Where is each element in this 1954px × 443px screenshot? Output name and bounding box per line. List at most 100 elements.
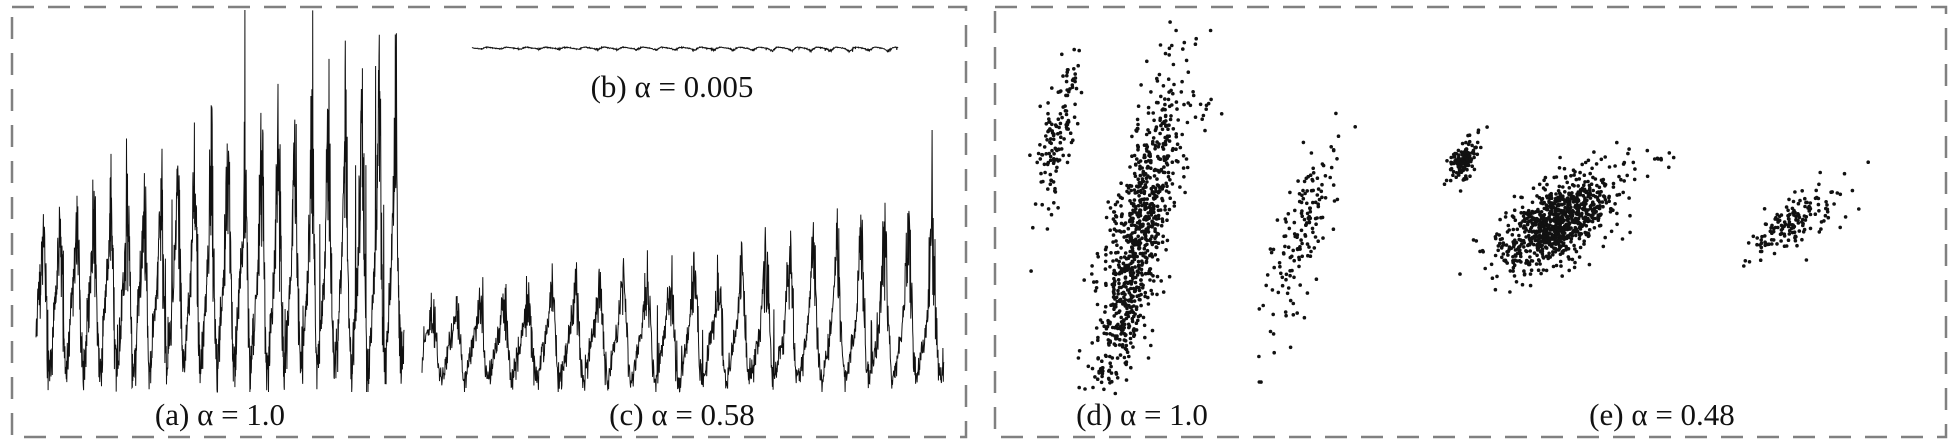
scatter-point — [1029, 269, 1033, 273]
scatter-point — [1124, 343, 1129, 348]
scatter-point — [1048, 182, 1053, 186]
scatter-point — [1503, 215, 1508, 219]
scatter-point — [1166, 174, 1171, 179]
scatter-point — [1039, 180, 1043, 184]
scatter-point — [1547, 217, 1551, 221]
scatter-point — [1552, 229, 1557, 234]
scatter-point — [1174, 132, 1178, 136]
scatter-point — [1137, 180, 1142, 185]
scatter-point — [1182, 175, 1186, 179]
scatter-point — [1119, 204, 1123, 208]
scatter-point — [1316, 187, 1321, 191]
scatter-point — [1051, 133, 1056, 138]
scatter-point — [1175, 107, 1179, 111]
scatter-point — [1148, 278, 1152, 282]
scatter-point — [1540, 196, 1545, 201]
scatter-point — [1073, 72, 1077, 76]
scatter-point — [1139, 188, 1143, 193]
scatter-point — [1129, 223, 1134, 227]
scatter-point — [1548, 241, 1552, 246]
scatter-point — [1117, 298, 1122, 303]
scatter-point — [1150, 254, 1155, 259]
plot-d-scatter — [1028, 20, 1357, 396]
scatter-point — [1570, 191, 1574, 195]
scatter-point — [1056, 117, 1061, 121]
scatter-point — [1283, 244, 1287, 249]
scatter-point — [1631, 160, 1636, 165]
scatter-point — [1116, 263, 1121, 267]
scatter-point — [1537, 182, 1542, 187]
scatter-point — [1286, 212, 1291, 216]
scatter-point — [1142, 323, 1147, 328]
scatter-point — [1587, 187, 1592, 192]
scatter-point — [1167, 123, 1171, 127]
scatter-point — [1043, 170, 1047, 175]
scatter-point — [1178, 185, 1182, 189]
scatter-point — [1307, 220, 1312, 225]
scatter-point — [1795, 243, 1799, 248]
scatter-point — [1300, 254, 1304, 259]
scatter-point — [1611, 185, 1616, 189]
scatter-point — [1118, 337, 1122, 342]
scatter-point — [1150, 206, 1154, 211]
scatter-point — [1143, 255, 1148, 259]
scatter-point — [1165, 211, 1170, 216]
scatter-point — [1511, 215, 1516, 219]
scatter-point — [1109, 364, 1113, 369]
scatter-point — [1161, 147, 1166, 151]
scatter-point — [1098, 318, 1103, 322]
scatter-point — [1466, 150, 1470, 155]
scatter-point — [1122, 355, 1127, 360]
scatter-point — [1584, 224, 1589, 228]
scatter-point — [1123, 346, 1128, 351]
scatter-point — [1767, 242, 1771, 246]
scatter-point — [1204, 107, 1208, 111]
scatter-point — [1305, 189, 1309, 193]
scatter-point — [1150, 234, 1154, 239]
scatter-point — [1787, 197, 1791, 202]
scatter-point — [1574, 220, 1579, 225]
scatter-point — [1155, 76, 1159, 81]
scatter-point — [1534, 262, 1539, 266]
scatter-point — [1170, 182, 1175, 186]
scatter-point — [1763, 234, 1767, 238]
plot-e-scatter — [1442, 125, 1870, 294]
scatter-point — [1119, 221, 1124, 226]
scatter-point — [1145, 248, 1150, 253]
scatter-point — [1308, 206, 1312, 210]
scatter-point — [1179, 90, 1184, 94]
scatter-point — [1560, 219, 1565, 223]
scatter-point — [1104, 281, 1108, 286]
scatter-point — [1536, 235, 1541, 240]
scatter-point — [1028, 153, 1032, 157]
scatter-point — [1133, 174, 1138, 178]
scatter-point — [1601, 204, 1605, 209]
scatter-point — [1152, 118, 1156, 123]
scatter-point — [1065, 73, 1069, 78]
scatter-point — [1552, 219, 1556, 223]
scatter-point — [1600, 200, 1605, 204]
scatter-point — [1667, 151, 1672, 155]
scatter-point — [1136, 122, 1140, 127]
scatter-point — [1122, 318, 1126, 322]
scatter-point — [1122, 229, 1126, 234]
scatter-point — [1569, 174, 1573, 178]
scatter-point — [1554, 263, 1559, 268]
scatter-point — [1615, 140, 1619, 145]
scatter-point — [1588, 192, 1593, 197]
scatter-point — [1061, 105, 1065, 109]
scatter-point — [1456, 148, 1461, 153]
scatter-point — [1182, 40, 1187, 45]
scatter-point — [1522, 218, 1527, 223]
scatter-point — [1117, 229, 1122, 233]
scatter-point — [1055, 165, 1059, 170]
scatter-point — [1157, 72, 1162, 77]
caption-a: (a) α = 1.0 — [155, 397, 285, 432]
scatter-point — [1147, 238, 1152, 243]
scatter-point — [1460, 162, 1465, 166]
scatter-point — [1823, 213, 1828, 218]
scatter-point — [1068, 87, 1072, 91]
scatter-point — [1115, 376, 1120, 380]
scatter-point — [1155, 245, 1159, 250]
scatter-point — [1171, 146, 1175, 151]
